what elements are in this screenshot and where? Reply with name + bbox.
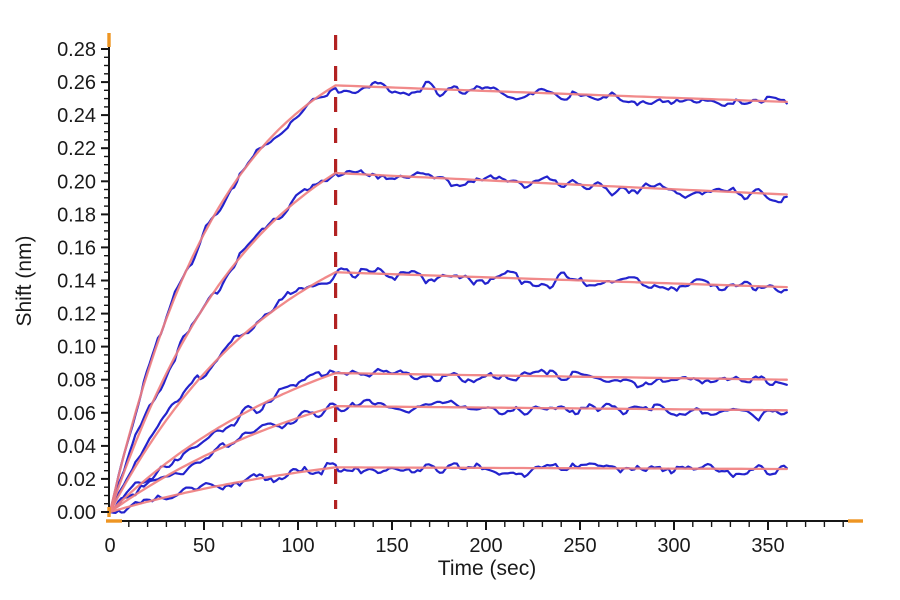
x-tick-label: 50 [193,535,215,557]
y-tick-label: 0.26 [57,72,96,94]
x-tick-label: 200 [469,535,502,557]
x-tick-label: 100 [281,535,314,557]
data-trace-trace-3 [108,267,788,514]
y-tick-label: 0.04 [57,436,96,458]
x-tick-label: 350 [751,535,784,557]
y-tick-label: 0.16 [57,237,96,259]
y-tick-label: 0.18 [57,204,96,226]
y-tick-label: 0.10 [57,337,96,359]
data-trace-trace-4 [108,367,788,514]
x-axis-title: Time (sec) [438,557,536,580]
x-tick-label: 250 [563,535,596,557]
fit-curve-trace-3 [108,271,788,514]
y-tick-label: 0.14 [57,271,96,293]
fit-curve-trace-6 [108,466,788,514]
fit-curve-trace-2 [108,171,788,514]
fit-curve-trace-5 [108,405,788,514]
data-trace-trace-5 [108,398,788,514]
data-trace-trace-6 [108,461,788,514]
y-tick-label: 0.00 [57,502,96,524]
fit-curve-trace-1 [108,84,788,514]
y-tick-label: 0.20 [57,171,96,193]
y-axis-title: Shift (nm) [13,235,36,326]
x-tick-label: 300 [657,535,690,557]
data-trace-trace-2 [108,169,788,514]
y-tick-label: 0.24 [57,105,96,127]
y-tick-label: 0.02 [57,469,96,491]
y-tick-label: 0.08 [57,370,96,392]
y-tick-label: 0.28 [57,39,96,61]
x-tick-label: 150 [375,535,408,557]
data-trace-trace-1 [108,80,788,514]
y-tick-label: 0.22 [57,138,96,160]
fit-curve-trace-4 [108,371,788,514]
plot-area: 0.00 0.02 0.04 0.06 0.08 0.10 0.12 0.14 0.16 0.18… [57,33,863,557]
y-tick-label: 0.06 [57,403,96,425]
x-tick-label: 0 [104,535,115,557]
y-tick-label: 0.12 [57,304,96,326]
